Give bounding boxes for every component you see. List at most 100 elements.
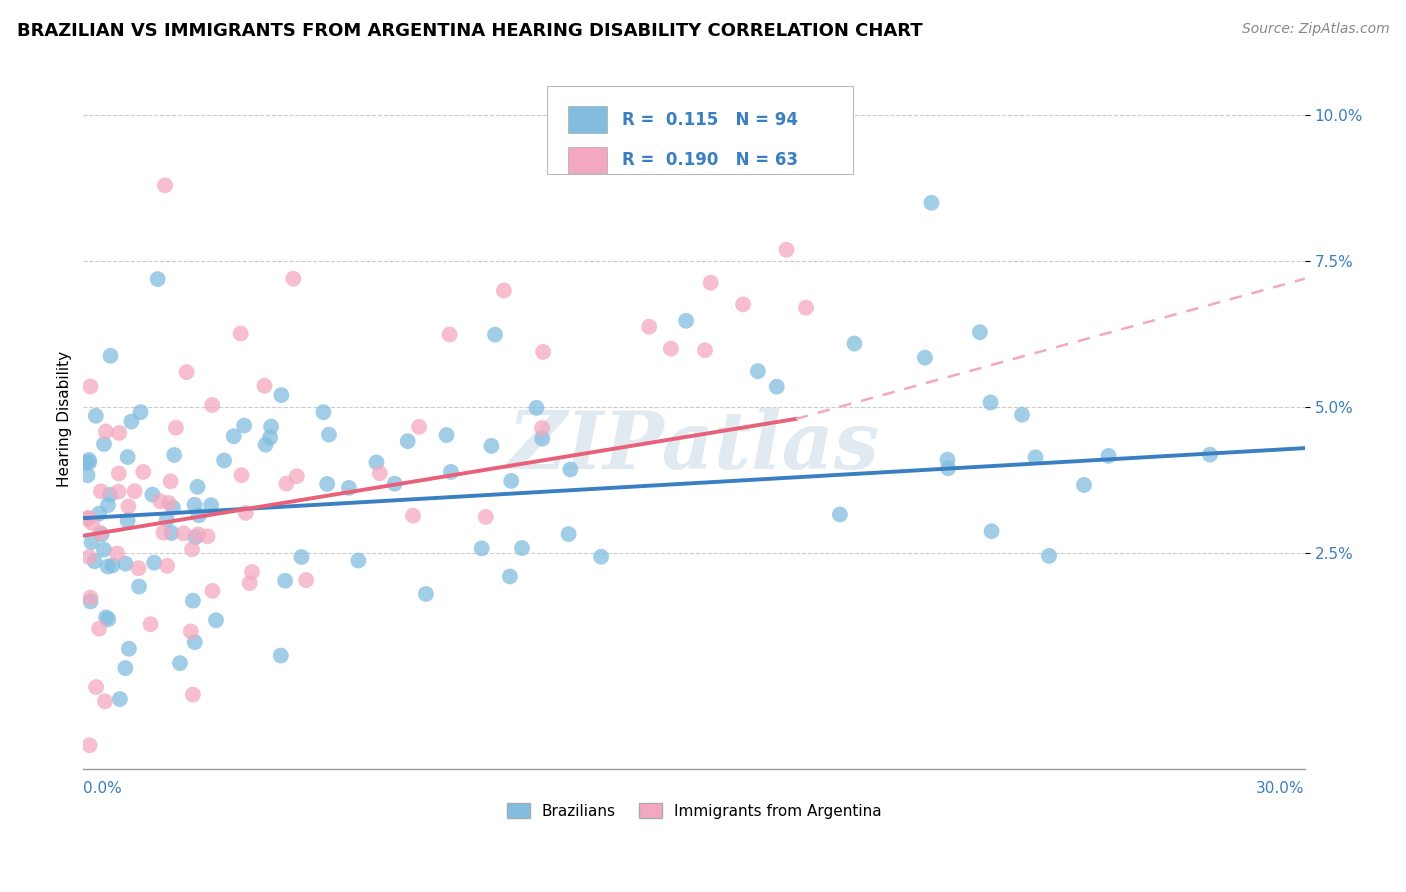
- Point: [253, 379, 276, 393]
- Point: [187, 527, 209, 541]
- Point: [1038, 549, 1060, 563]
- Point: [440, 465, 463, 479]
- Point: [675, 314, 697, 328]
- Point: [638, 319, 661, 334]
- Point: [139, 617, 162, 632]
- Point: [484, 327, 506, 342]
- Point: [240, 565, 263, 579]
- Point: [699, 276, 721, 290]
- Point: [176, 365, 198, 379]
- Point: [156, 558, 179, 573]
- Point: [283, 272, 305, 286]
- Point: [979, 395, 1001, 409]
- Point: [557, 527, 579, 541]
- Point: [184, 635, 207, 649]
- Point: [101, 558, 124, 573]
- Point: [87, 622, 110, 636]
- Point: [117, 500, 139, 514]
- Point: [184, 530, 207, 544]
- Point: [98, 488, 121, 502]
- Point: [79, 379, 101, 393]
- Point: [659, 342, 682, 356]
- Point: [200, 498, 222, 512]
- Point: [93, 437, 115, 451]
- Point: [90, 484, 112, 499]
- Point: [492, 284, 515, 298]
- Point: [295, 573, 318, 587]
- Point: [97, 498, 120, 512]
- Point: [100, 349, 122, 363]
- Text: ZIPatlas: ZIPatlas: [508, 409, 880, 485]
- Point: [149, 494, 172, 508]
- Point: [980, 524, 1002, 539]
- Point: [591, 549, 613, 564]
- Point: [212, 453, 235, 467]
- Point: [89, 525, 111, 540]
- Point: [260, 419, 283, 434]
- Point: [276, 476, 298, 491]
- Point: [531, 345, 554, 359]
- Point: [408, 420, 430, 434]
- Point: [79, 591, 101, 605]
- Point: [201, 398, 224, 412]
- FancyBboxPatch shape: [547, 86, 853, 174]
- Point: [366, 455, 388, 469]
- Point: [181, 593, 204, 607]
- Point: [693, 343, 716, 358]
- Point: [163, 448, 186, 462]
- Point: [747, 364, 769, 378]
- Point: [1024, 450, 1046, 465]
- Point: [481, 439, 503, 453]
- Point: [159, 475, 181, 489]
- Point: [259, 430, 281, 444]
- Point: [169, 656, 191, 670]
- Point: [160, 526, 183, 541]
- Y-axis label: Hearing Disability: Hearing Disability: [58, 351, 72, 487]
- Point: [384, 476, 406, 491]
- Point: [90, 527, 112, 541]
- Point: [108, 425, 131, 440]
- Point: [936, 452, 959, 467]
- Point: [77, 453, 100, 467]
- Point: [222, 429, 245, 443]
- Point: [270, 648, 292, 663]
- Point: [80, 535, 103, 549]
- Point: [239, 576, 262, 591]
- Point: [499, 569, 522, 583]
- Point: [97, 559, 120, 574]
- Point: [120, 415, 142, 429]
- FancyBboxPatch shape: [568, 147, 607, 173]
- Point: [152, 525, 174, 540]
- Text: BRAZILIAN VS IMMIGRANTS FROM ARGENTINA HEARING DISABILITY CORRELATION CHART: BRAZILIAN VS IMMIGRANTS FROM ARGENTINA H…: [17, 22, 922, 40]
- Legend: Brazilians, Immigrants from Argentina: Brazilians, Immigrants from Argentina: [501, 797, 887, 825]
- Point: [1073, 478, 1095, 492]
- Point: [1011, 408, 1033, 422]
- Point: [84, 409, 107, 423]
- Point: [114, 557, 136, 571]
- Point: [146, 272, 169, 286]
- Point: [510, 541, 533, 555]
- Point: [108, 467, 131, 481]
- Point: [201, 583, 224, 598]
- Point: [475, 509, 498, 524]
- Point: [969, 325, 991, 339]
- Point: [914, 351, 936, 365]
- Point: [402, 508, 425, 523]
- Point: [316, 477, 339, 491]
- Point: [76, 512, 98, 526]
- Point: [290, 549, 312, 564]
- Point: [396, 434, 419, 449]
- Point: [173, 526, 195, 541]
- Point: [77, 550, 100, 565]
- Point: [229, 326, 252, 341]
- Text: 0.0%: 0.0%: [83, 781, 122, 796]
- Point: [83, 554, 105, 568]
- Point: [285, 469, 308, 483]
- Point: [936, 461, 959, 475]
- Point: [105, 546, 128, 560]
- FancyBboxPatch shape: [568, 106, 607, 133]
- Point: [156, 512, 179, 526]
- Point: [765, 380, 787, 394]
- Point: [794, 301, 817, 315]
- Point: [77, 510, 100, 524]
